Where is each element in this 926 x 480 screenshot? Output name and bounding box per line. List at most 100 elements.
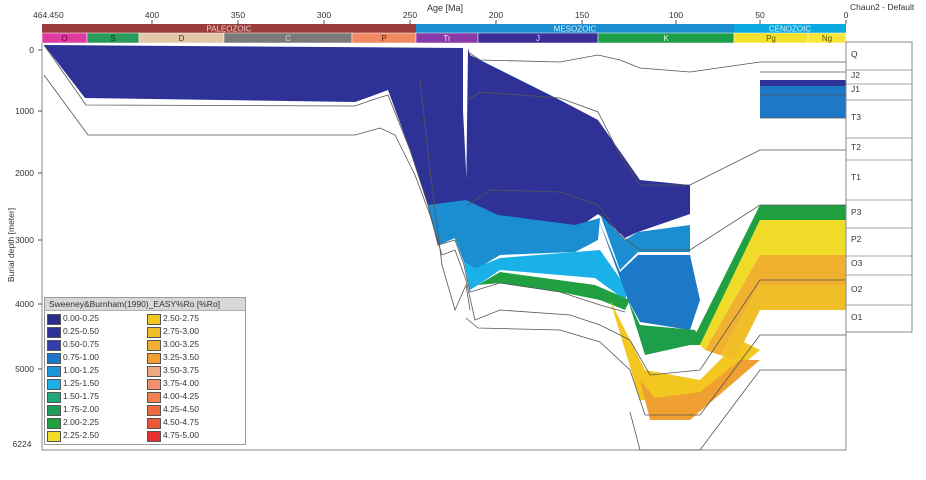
layer-name[interactable]: P2	[851, 234, 862, 244]
layer-name[interactable]: T2	[851, 142, 861, 152]
age-tick-label: 50	[755, 10, 765, 20]
fill-right-blue	[760, 86, 846, 118]
age-start-label: 464.450	[33, 10, 64, 20]
legend-swatch	[47, 366, 61, 377]
depth-tick-label: 1000	[15, 106, 34, 116]
era-band	[734, 24, 846, 33]
legend-item: 2.25-2.50	[45, 430, 143, 442]
layer-name[interactable]: O3	[851, 258, 863, 268]
legend-item: 2.75-3.00	[145, 326, 243, 338]
legend-item: 3.50-3.75	[145, 365, 243, 377]
period-band	[807, 32, 847, 44]
age-tick-label: 400	[145, 10, 159, 20]
age-tick-label: 0	[844, 10, 849, 20]
fill-right-yellow	[700, 220, 846, 350]
legend-label: 3.50-3.75	[163, 365, 199, 375]
age-tick-label: 300	[317, 10, 331, 20]
legend-label: 1.00-1.25	[63, 365, 99, 375]
legend-label: 2.00-2.25	[63, 417, 99, 427]
legend-label: 1.25-1.50	[63, 378, 99, 388]
layer-name[interactable]: T3	[851, 112, 861, 122]
legend-label: 0.50-0.75	[63, 339, 99, 349]
legend-label: 3.25-3.50	[163, 352, 199, 362]
fill-early-paleozoic	[44, 45, 472, 262]
fill-right-green	[690, 205, 846, 345]
era-band	[416, 24, 734, 33]
legend-swatch	[147, 405, 161, 416]
legend-swatch	[147, 340, 161, 351]
layer-name[interactable]: P3	[851, 207, 862, 217]
fill-right-darkblue	[760, 80, 846, 86]
age-tick-label: 200	[489, 10, 503, 20]
legend-swatch	[147, 431, 161, 442]
legend-swatch	[47, 431, 61, 442]
legend-label: 1.75-2.00	[63, 404, 99, 414]
legend-label: 2.50-2.75	[163, 313, 199, 323]
legend-item: 0.75-1.00	[45, 352, 143, 364]
legend-label: 2.25-2.50	[63, 430, 99, 440]
legend-swatch	[47, 340, 61, 351]
age-axis-title: Age [Ma]	[427, 3, 463, 13]
fill-right-lightorange	[720, 285, 846, 360]
legend-swatch	[47, 405, 61, 416]
view-name: Chaun2 - Default	[850, 2, 915, 12]
period-label: P	[381, 34, 386, 43]
layer-name[interactable]: O1	[851, 312, 863, 322]
legend-swatch	[47, 392, 61, 403]
legend-item: 4.50-4.75	[145, 417, 243, 429]
legend-item: 1.75-2.00	[45, 404, 143, 416]
maturity-legend[interactable]: Sweeney&Burnham(1990)_EASY%Ro [%Ro] 0.00…	[44, 297, 246, 445]
legend-label: 4.50-4.75	[163, 417, 199, 427]
legend-swatch	[47, 353, 61, 364]
legend-label: 2.75-3.00	[163, 326, 199, 336]
depth-tick-label: 2000	[15, 168, 34, 178]
legend-swatch	[147, 379, 161, 390]
legend-item: 4.75-5.00	[145, 430, 243, 442]
horizon-lines	[43, 44, 846, 451]
age-tick-label: 250	[403, 10, 417, 20]
layer-name[interactable]: T1	[851, 172, 861, 182]
layer-name[interactable]: J2	[851, 70, 860, 80]
fill-blue-band	[428, 200, 600, 280]
legend-item: 2.00-2.25	[45, 417, 143, 429]
legend-item: 3.75-4.00	[145, 378, 243, 390]
legend-swatch	[47, 379, 61, 390]
fill-trough-blue	[600, 214, 690, 270]
legend-item: 4.25-4.50	[145, 404, 243, 416]
legend-item: 3.25-3.50	[145, 352, 243, 364]
period-label: J	[536, 34, 540, 43]
fill-trough-deep	[598, 218, 700, 330]
depth-axis-label: Burial depth [meter]	[6, 208, 16, 282]
layer-labels: Q J2 J1 T3 T2 T1 P3 P2 O3 O2 O1	[846, 49, 912, 333]
era-bar: PALEOZOIC MESOZOIC CENOZOIC	[42, 24, 846, 34]
period-label: K	[663, 34, 669, 43]
legend-swatch	[147, 327, 161, 338]
layer-name[interactable]: O2	[851, 284, 863, 294]
legend-swatch	[47, 418, 61, 429]
period-label: Ng	[822, 34, 832, 43]
layer-name[interactable]: Q	[851, 49, 858, 59]
age-tick-label: 150	[575, 10, 589, 20]
legend-item: 1.50-1.75	[45, 391, 143, 403]
era-band	[42, 24, 416, 33]
period-label: C	[285, 34, 291, 43]
era-label: MESOZOIC	[554, 25, 597, 34]
age-tick-label: 100	[669, 10, 683, 20]
period-label: Tr	[443, 34, 451, 43]
legend-item: 4.00-4.25	[145, 391, 243, 403]
depth-axis-ticks: 0 1000 2000 3000 4000 5000	[15, 45, 42, 374]
age-axis-ticks: 400 350 300 250 200 150 100 50 0	[145, 10, 849, 24]
legend-swatch	[47, 327, 61, 338]
legend-label: 4.00-4.25	[163, 391, 199, 401]
legend-label: 3.00-3.25	[163, 339, 199, 349]
legend-item: 1.25-1.50	[45, 378, 143, 390]
depth-max-label: 6224	[13, 439, 32, 449]
layer-column	[845, 41, 913, 333]
legend-swatch	[147, 366, 161, 377]
period-label: D	[179, 34, 185, 43]
legend-label: 4.25-4.50	[163, 404, 199, 414]
era-label: PALEOZOIC	[206, 25, 251, 34]
layer-name[interactable]: J1	[851, 84, 860, 94]
depth-tick-label: 0	[29, 45, 34, 55]
